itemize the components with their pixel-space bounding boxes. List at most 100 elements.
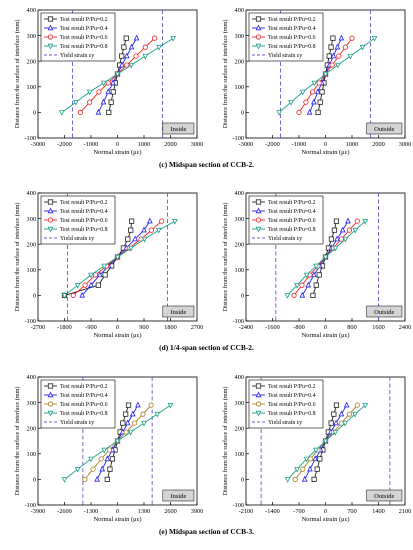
y-axis-label: Distance from the surface of interface (… xyxy=(222,203,229,312)
x-tick-label: 800 xyxy=(347,324,356,331)
data-point xyxy=(310,292,316,299)
data-point xyxy=(140,411,146,417)
x-tick-label: 1800 xyxy=(164,324,177,331)
legend-label: Test result P/Pu=0.2 xyxy=(60,384,108,390)
data-point xyxy=(311,476,317,483)
panel-tag: Inside xyxy=(170,309,186,316)
data-point xyxy=(123,429,129,435)
data-point xyxy=(306,108,313,115)
data-point xyxy=(338,34,345,41)
legend-marker xyxy=(47,34,54,40)
data-point xyxy=(96,271,103,278)
legend: Test result P/Pu=0.2 Test result P/Pu=0.4… xyxy=(40,379,116,429)
legend: Test result P/Pu=0.2 Test result P/Pu=0.4… xyxy=(248,195,324,245)
data-point xyxy=(315,109,321,115)
data-point xyxy=(125,236,131,242)
y-tick-label: 200 xyxy=(27,58,36,65)
legend-label: Test result P/Pu=0.8 xyxy=(60,44,108,50)
x-tick-label: 2000 xyxy=(164,141,177,148)
data-point xyxy=(309,89,316,95)
data-point xyxy=(132,420,138,426)
legend-marker xyxy=(47,43,54,50)
legend-marker xyxy=(47,199,54,205)
legend-label: Test result P/Pu=0.8 xyxy=(60,227,108,233)
panel-tag-box xyxy=(366,305,403,318)
data-point xyxy=(129,410,136,417)
data-point xyxy=(110,89,116,95)
legend-marker xyxy=(47,226,54,233)
data-point xyxy=(86,89,93,96)
legend-marker xyxy=(255,34,262,40)
x-tick-label: -1000 xyxy=(84,141,99,148)
x-axis-label: Normal strain (με) xyxy=(93,516,141,523)
legend-marker xyxy=(255,401,262,407)
panel-tag-box xyxy=(162,305,195,318)
data-point xyxy=(128,43,135,50)
y-tick-label: 400 xyxy=(235,190,244,197)
x-tick-label: 2400 xyxy=(399,324,412,331)
x-tick-label: 0 xyxy=(324,141,327,148)
data-point xyxy=(156,44,162,51)
x-tick-label: -1800 xyxy=(57,324,72,331)
data-point xyxy=(73,99,79,106)
data-point xyxy=(311,271,317,278)
data-point xyxy=(333,218,340,224)
chart-panel: -3000 -2000 -1000 0 1000 2000 3000-10001002003… xyxy=(222,7,411,156)
data-point xyxy=(61,477,68,483)
legend-label: Yield strain εy xyxy=(60,420,94,426)
y-tick-label: 0 xyxy=(33,110,36,117)
x-tick-label: -2700 xyxy=(31,324,46,331)
data-point xyxy=(132,235,139,242)
legend-marker xyxy=(47,401,54,407)
data-point xyxy=(342,44,348,50)
panel-tag: Outside xyxy=(374,493,394,500)
data-point xyxy=(312,455,319,462)
legend-label: Test result P/Pu=0.2 xyxy=(268,17,316,23)
data-point xyxy=(104,476,110,483)
y-tick-label: 300 xyxy=(235,400,244,407)
data-point xyxy=(328,236,335,242)
data-point xyxy=(101,263,108,270)
legend: Test result P/Pu=0.2 Test result P/Pu=0.4… xyxy=(248,12,324,62)
y-axis-label: Distance from the surface of interface (… xyxy=(222,387,229,496)
data-point xyxy=(284,293,291,299)
legend-label: Test result P/Pu=0.8 xyxy=(268,227,316,233)
legend: Test result P/Pu=0.2 Test result P/Pu=0.4… xyxy=(40,195,116,245)
data-point xyxy=(106,447,112,453)
y-tick-label: 300 xyxy=(235,33,244,40)
data-point xyxy=(108,99,114,105)
data-point xyxy=(331,227,338,233)
data-point xyxy=(114,71,121,78)
data-point xyxy=(82,282,88,288)
legend-label: Test result P/Pu=0.8 xyxy=(268,411,316,417)
y-tick-label: 100 xyxy=(235,84,244,91)
data-point xyxy=(119,53,125,59)
data-point xyxy=(121,44,127,50)
y-tick-label: 400 xyxy=(27,7,36,14)
figure-caption: (e) Midspan section of CCB-3. xyxy=(159,527,254,536)
data-point xyxy=(300,466,306,472)
data-point xyxy=(317,99,323,105)
legend-label: Yield strain εy xyxy=(268,420,302,426)
data-point xyxy=(109,456,116,462)
data-point xyxy=(284,477,291,483)
x-tick-label: -700 xyxy=(293,508,305,515)
data-point xyxy=(105,80,111,86)
data-point xyxy=(307,465,313,472)
data-point xyxy=(332,429,339,436)
y-tick-label: -100 xyxy=(24,135,36,142)
y-tick-label: 300 xyxy=(27,33,36,40)
data-point xyxy=(101,447,108,454)
y-tick-label: 0 xyxy=(241,293,244,300)
data-point xyxy=(128,62,135,69)
x-tick-label: 0 xyxy=(324,508,327,515)
data-point xyxy=(296,109,302,116)
data-point xyxy=(142,44,148,50)
data-point xyxy=(94,475,100,482)
data-point xyxy=(114,438,121,445)
panel-tag: Inside xyxy=(170,126,186,133)
data-point xyxy=(314,88,321,95)
data-point xyxy=(114,254,121,261)
y-tick-label: 200 xyxy=(235,425,244,432)
